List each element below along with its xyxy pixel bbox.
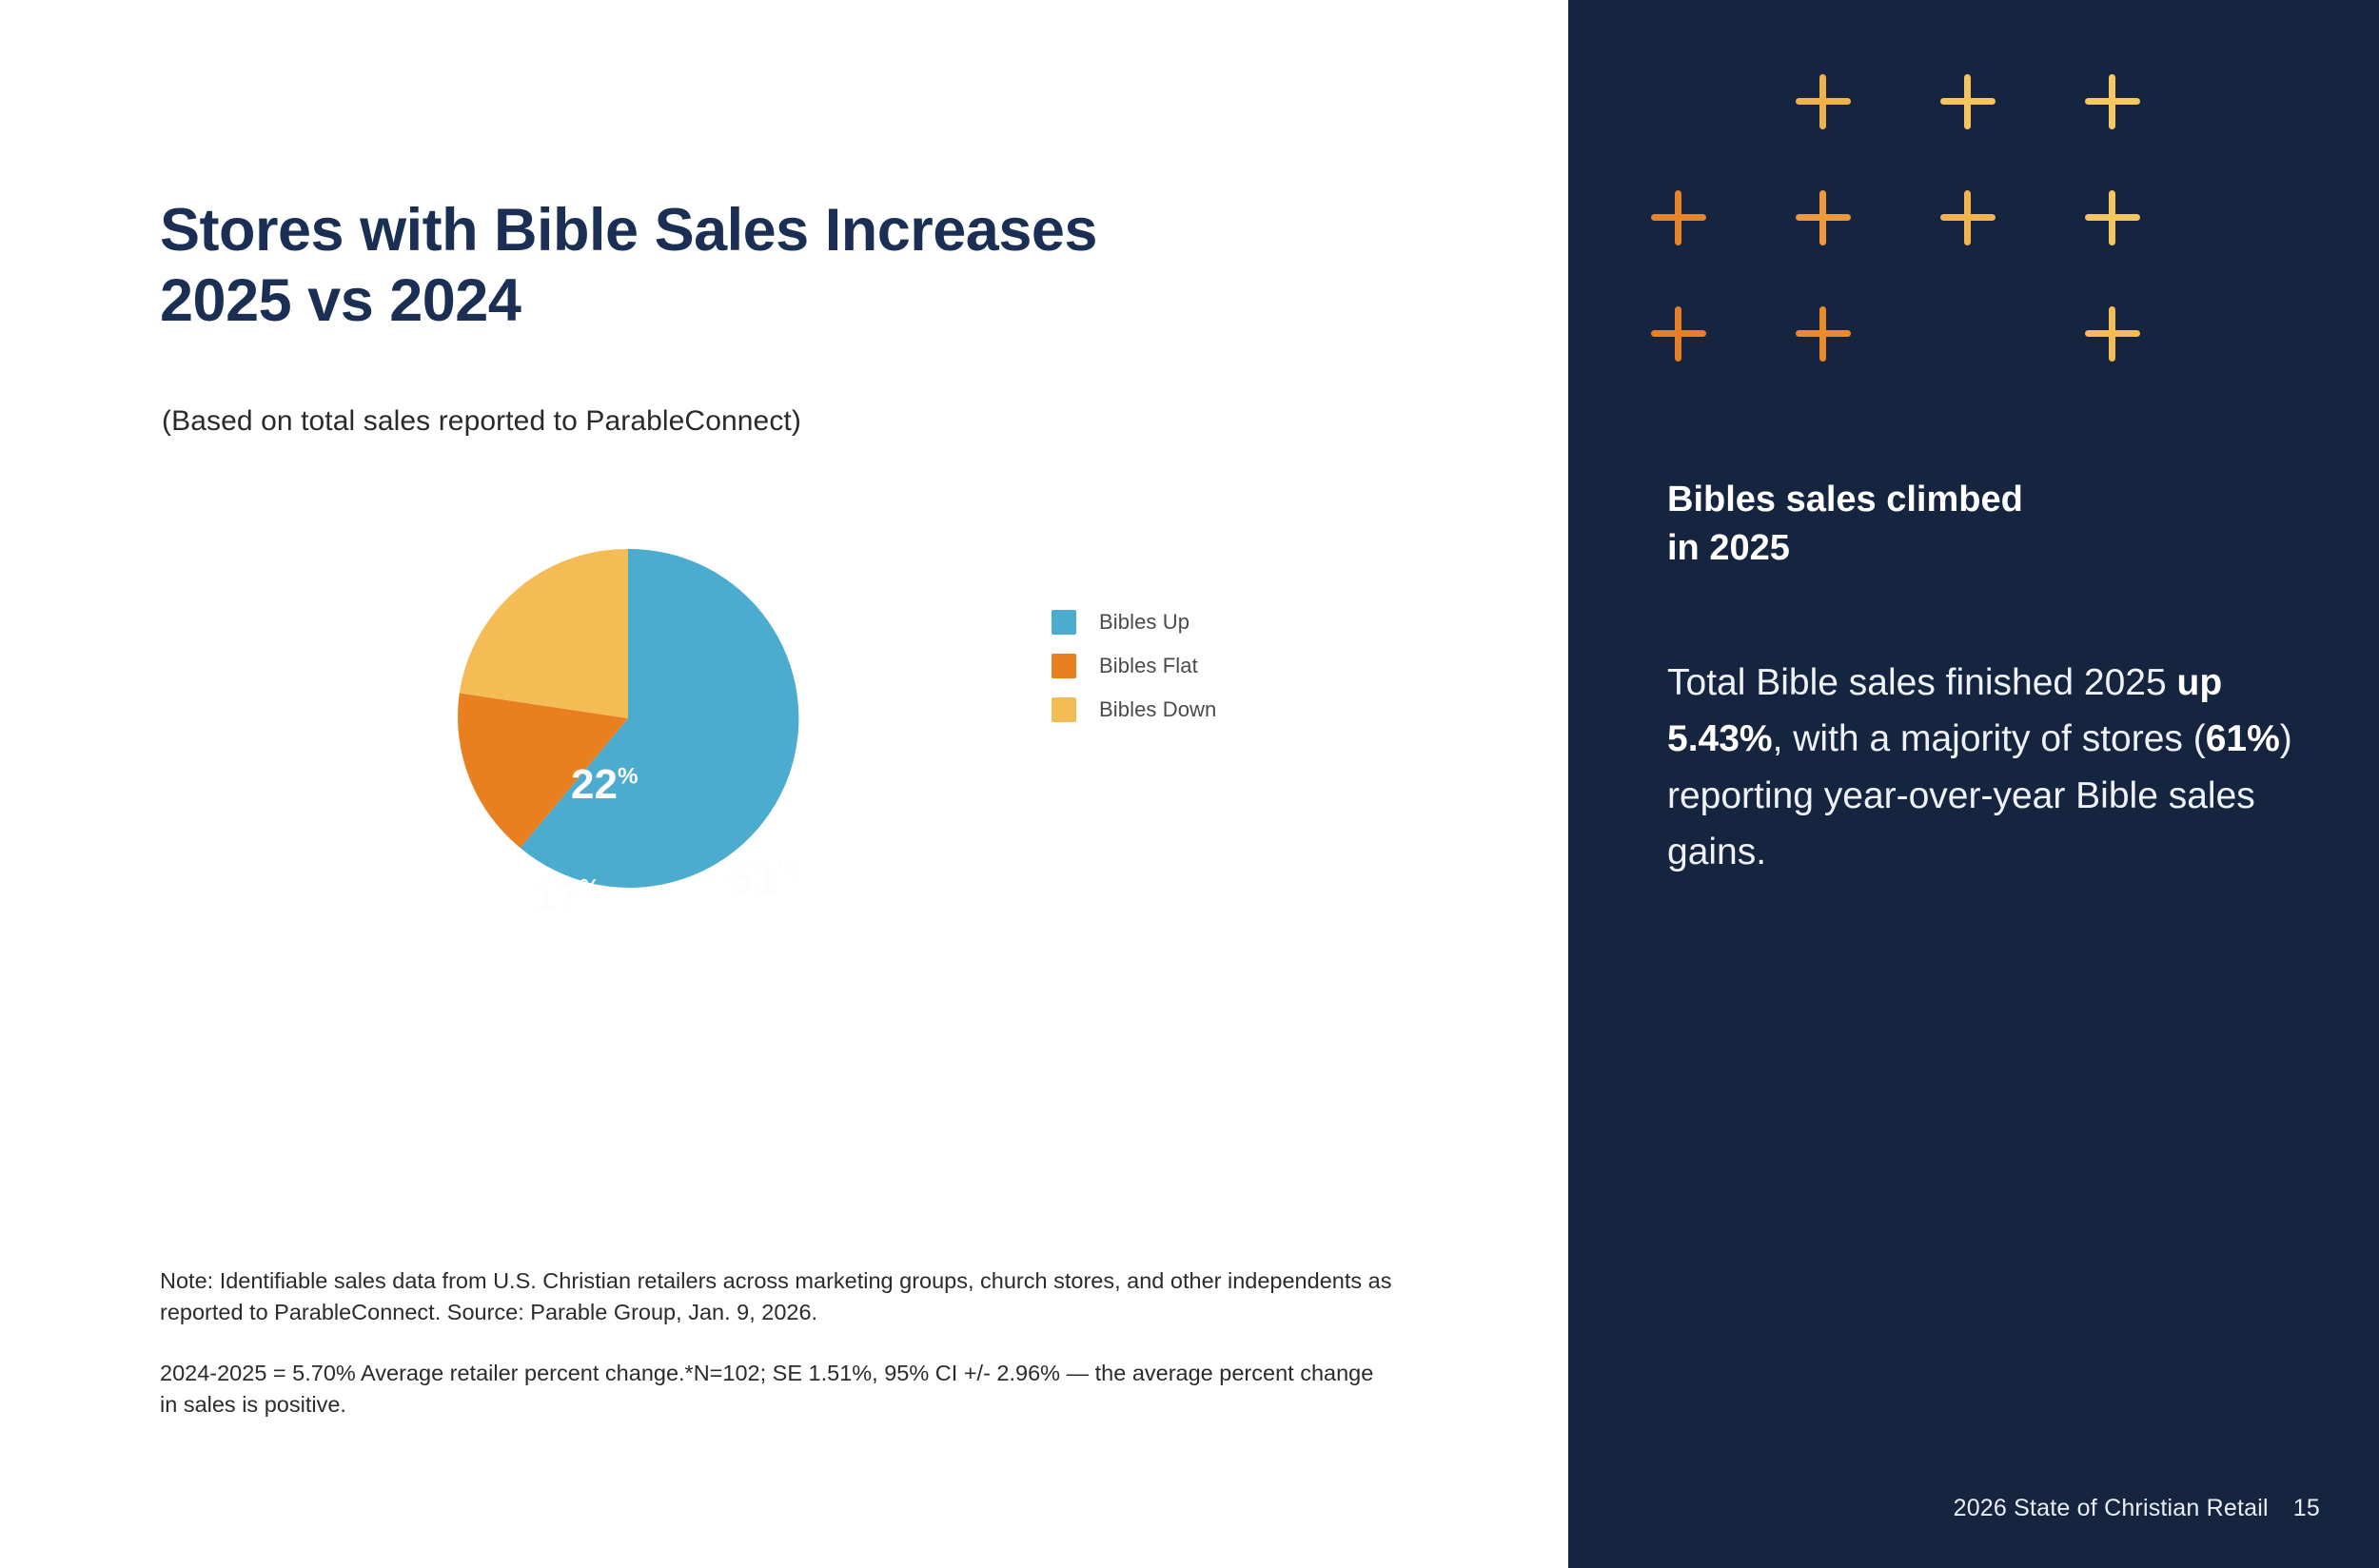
cross-icon <box>2085 306 2140 362</box>
cross-icon <box>1940 74 1996 129</box>
panel-heading-line-1: Bibles sales climbed <box>1667 480 2023 519</box>
pie-label-bibles-up-value: 61 <box>728 853 779 904</box>
pie-label-bibles-down-unit: % <box>617 763 639 790</box>
panel-body-prefix: Total Bible sales finished 2025 <box>1667 662 2177 703</box>
footnote-statistics: 2024-2025 = 5.70% Average retailer perce… <box>160 1360 1374 1418</box>
pie-slice-bibles-down[interactable] <box>459 548 628 718</box>
cross-icon <box>1651 306 1706 362</box>
legend-swatch-icon-bibles-flat <box>1052 654 1076 678</box>
pie-chart: 61% 17% 22% Bibles Up Bibles Flat Bibles… <box>247 533 1484 1237</box>
legend-swatch-icon-bibles-down <box>1052 697 1076 722</box>
page-title: Stores with Bible Sales Increases 2025 v… <box>160 195 1397 337</box>
slide-left-pane: Stores with Bible Sales Increases 2025 v… <box>160 195 1484 1421</box>
cross-icon <box>2085 74 2140 129</box>
page-title-line-1: Stores with Bible Sales Increases <box>160 197 1097 264</box>
panel-heading-line-2: in 2025 <box>1667 527 1790 568</box>
cross-icon <box>2085 190 2140 245</box>
panel-body-highlight-growth: up 5.43% <box>1667 662 2223 760</box>
panel-body-highlight-share: 61% <box>2205 718 2280 760</box>
cross-pattern-decoration <box>1581 67 2379 371</box>
legend-item-bibles-up[interactable]: Bibles Up <box>1052 609 1216 636</box>
footer-title: 2026 State of Christian Retail <box>1953 1495 2269 1521</box>
footer-page-number: 15 <box>2292 1495 2320 1521</box>
pie-svg <box>458 548 799 888</box>
pie-label-bibles-up-unit: % <box>778 854 801 883</box>
legend-label-bibles-down: Bibles Down <box>1099 697 1217 721</box>
panel-heading: Bibles sales climbed in 2025 <box>1667 476 2295 573</box>
slide-right-pane: Bibles sales climbed in 2025 Total Bible… <box>1568 0 2379 1568</box>
pie-label-bibles-flat-value: 17 <box>533 872 580 919</box>
pie-slice-bibles-flat[interactable] <box>458 693 628 849</box>
panel-body-middle: , with a majority of stores ( <box>1772 718 2206 760</box>
footnote-source: Note: Identifiable sales data from U.S. … <box>160 1268 1392 1325</box>
page-footer: 2026 State of Christian Retail 15 <box>1954 1495 2320 1522</box>
legend-swatch-icon-bibles-up <box>1052 610 1076 635</box>
cross-icon <box>1796 190 1851 245</box>
pie-label-bibles-down: 22% <box>571 764 638 806</box>
panel-body-text: Total Bible sales finished 2025 up 5.43%… <box>1667 655 2314 880</box>
pie-slice-bibles-up[interactable] <box>520 548 799 888</box>
page-subtitle: (Based on total sales reported to Parabl… <box>162 405 801 437</box>
legend-item-bibles-flat[interactable]: Bibles Flat <box>1052 653 1216 679</box>
pie-label-bibles-flat: 17% <box>533 875 600 917</box>
legend-label-bibles-flat: Bibles Flat <box>1099 654 1198 677</box>
pie-graphic <box>457 547 799 890</box>
panel-body-suffix: ) reporting year-over-year Bible sales g… <box>1667 718 2292 872</box>
cross-icon <box>1796 74 1851 129</box>
chart-legend: Bibles Up Bibles Flat Bibles Down <box>1052 609 1216 723</box>
footnotes: Note: Identifiable sales data from U.S. … <box>160 1265 1397 1421</box>
pie-label-bibles-down-value: 22 <box>571 761 618 808</box>
cross-icon <box>1796 306 1851 362</box>
legend-label-bibles-up: Bibles Up <box>1099 610 1190 634</box>
page-title-line-2: 2025 vs 2024 <box>160 267 521 335</box>
cross-icon <box>1651 190 1706 245</box>
legend-item-bibles-down[interactable]: Bibles Down <box>1052 696 1216 723</box>
pie-label-bibles-flat-unit: % <box>579 874 600 901</box>
cross-icon <box>1940 190 1996 245</box>
pie-label-bibles-up: 61% <box>728 856 801 902</box>
